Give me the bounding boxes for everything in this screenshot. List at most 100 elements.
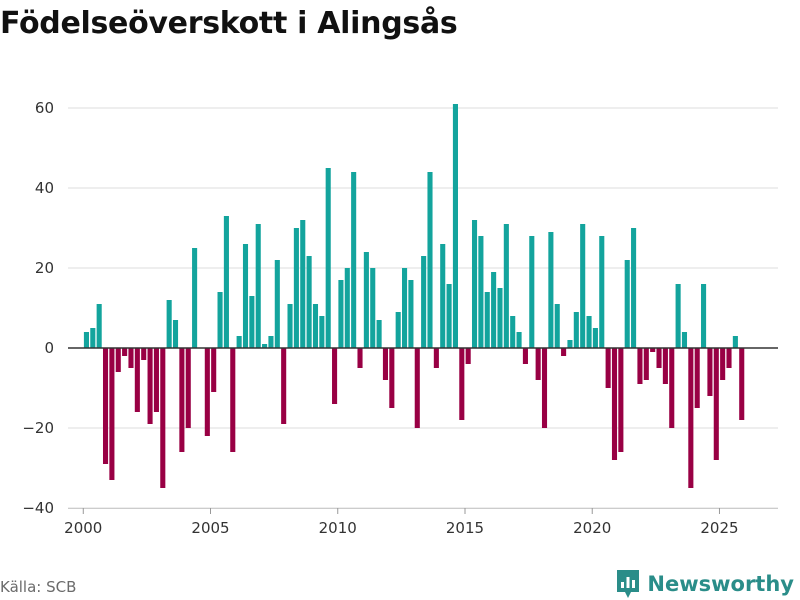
bar <box>707 348 713 396</box>
x-tick-label: 2005 <box>191 519 229 537</box>
bar <box>478 236 484 348</box>
y-tick-label: 40 <box>35 179 54 197</box>
bar <box>459 348 465 420</box>
bar <box>179 348 185 452</box>
bar <box>351 172 357 348</box>
bar <box>491 272 497 348</box>
bar <box>497 288 503 348</box>
bar <box>236 336 242 348</box>
bar <box>370 268 376 348</box>
bar <box>510 316 516 348</box>
bar <box>580 224 586 348</box>
bar <box>548 232 554 348</box>
y-tick-label: −40 <box>22 499 54 517</box>
bar <box>293 228 299 348</box>
bar <box>338 280 344 348</box>
bar <box>631 228 637 348</box>
bar <box>166 300 172 348</box>
bar <box>452 104 458 348</box>
bar <box>287 304 293 348</box>
bar <box>147 348 153 424</box>
bar <box>122 348 128 356</box>
bar <box>739 348 745 420</box>
bar <box>656 348 662 368</box>
bar <box>402 268 408 348</box>
bar <box>554 304 560 348</box>
bar <box>605 348 611 388</box>
bar <box>134 348 140 412</box>
x-tick-label: 2015 <box>446 519 484 537</box>
bar <box>395 312 401 348</box>
bar <box>319 316 325 348</box>
brand-name: Newsworthy <box>647 572 794 596</box>
bar <box>185 348 191 428</box>
bar <box>153 348 159 412</box>
source-note: Källa: SCB <box>0 578 77 596</box>
y-tick-label: 0 <box>44 339 54 357</box>
bar <box>701 284 707 348</box>
bar <box>433 348 439 368</box>
bar <box>726 348 732 368</box>
bar <box>561 348 567 356</box>
bar <box>675 284 681 348</box>
bar <box>669 348 675 428</box>
bars <box>83 104 745 488</box>
bar <box>446 284 452 348</box>
bar <box>90 328 96 348</box>
bar <box>96 304 102 348</box>
bar <box>440 244 446 348</box>
brand-logo[interactable]: Newsworthy <box>615 568 794 600</box>
bar <box>262 344 268 348</box>
bar <box>357 348 363 368</box>
bar <box>306 256 312 348</box>
bar <box>599 236 605 348</box>
bar <box>522 348 528 364</box>
bar <box>611 348 618 460</box>
bar <box>217 292 223 348</box>
x-tick-label: 2020 <box>573 519 611 537</box>
bar <box>720 348 726 380</box>
bar <box>249 296 255 348</box>
bar <box>141 348 147 360</box>
bar <box>681 332 688 348</box>
bar <box>83 332 89 348</box>
bar <box>109 348 115 480</box>
bar <box>344 268 350 348</box>
bar <box>414 348 420 428</box>
bar <box>128 348 134 368</box>
bar <box>643 348 649 380</box>
bar <box>242 244 249 348</box>
bar <box>688 348 694 488</box>
bar <box>223 216 229 348</box>
y-tick-label: 20 <box>35 259 54 277</box>
axes: −40 −20 0 20 40 60 2000 2005 2010 2015 2020 2025 <box>22 99 778 537</box>
bar <box>274 260 280 348</box>
bar <box>713 348 719 460</box>
bar <box>421 256 427 348</box>
bar <box>650 348 656 352</box>
x-tick-label: 2000 <box>64 519 102 537</box>
bar <box>211 348 217 392</box>
bar <box>618 348 624 452</box>
bar <box>332 348 338 404</box>
bar <box>389 348 395 408</box>
bar <box>102 348 109 464</box>
bar <box>376 320 382 348</box>
bar <box>662 348 668 384</box>
bar <box>325 168 331 348</box>
bar <box>535 348 541 380</box>
newsworthy-logo-icon <box>617 570 640 598</box>
bar <box>503 224 509 348</box>
bar <box>541 348 548 428</box>
bar <box>192 248 198 348</box>
bar <box>471 220 478 348</box>
bar <box>160 348 166 488</box>
bar <box>694 348 700 408</box>
bar <box>637 348 643 384</box>
bar <box>592 328 598 348</box>
bar <box>516 332 522 348</box>
x-tick-label: 2025 <box>700 519 738 537</box>
bar <box>172 320 179 348</box>
bar <box>382 348 389 380</box>
